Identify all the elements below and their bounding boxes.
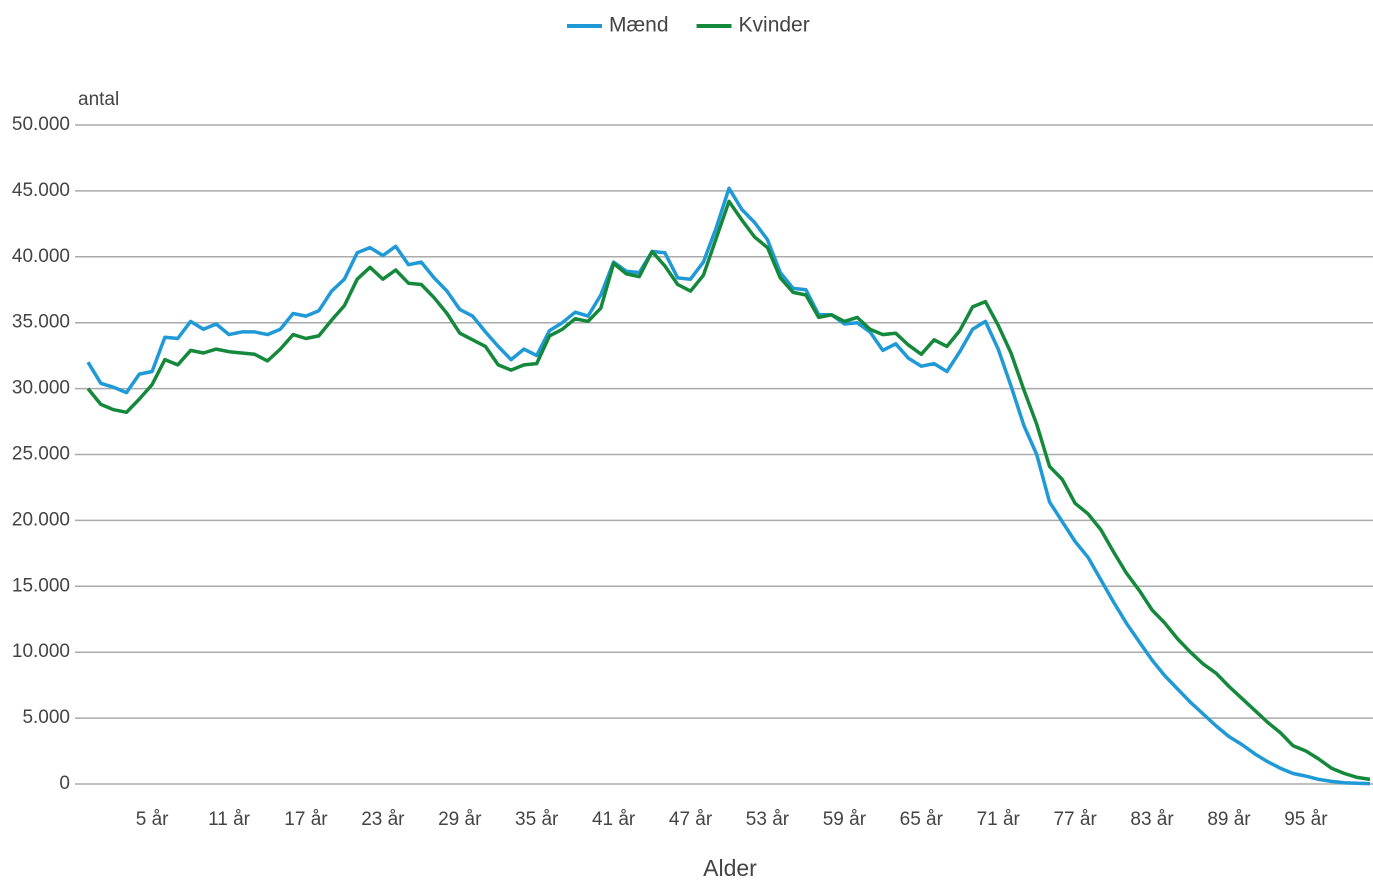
y-tick-label: 5.000	[22, 707, 70, 728]
y-tick-label: 15.000	[12, 575, 70, 596]
legend-label: Mænd	[609, 14, 669, 37]
x-tick-label: 53 år	[746, 809, 790, 830]
y-tick-label: 0	[59, 773, 70, 794]
x-tick-label: 17 år	[284, 809, 328, 830]
x-tick-label: 65 år	[900, 809, 944, 830]
x-tick-label: 83 år	[1130, 809, 1174, 830]
x-tick-label: 29 år	[438, 809, 482, 830]
x-axis-label: Alder	[703, 855, 757, 881]
x-tick-label: 11 år	[208, 809, 251, 830]
x-tick-label: 23 år	[361, 809, 405, 830]
x-tick-label: 59 år	[823, 809, 867, 830]
x-tick-label: 41 år	[592, 809, 636, 830]
x-tick-label: 95 år	[1284, 809, 1328, 830]
x-tick-label: 47 år	[669, 809, 713, 830]
y-axis-label: antal	[78, 89, 119, 110]
data-line	[86, 199, 1371, 782]
x-tick-label: 89 år	[1207, 809, 1251, 830]
y-tick-label: 30.000	[12, 378, 70, 399]
y-tick-label: 20.000	[12, 509, 70, 530]
y-tick-label: 40.000	[12, 246, 70, 267]
x-tick-label: 5 år	[136, 809, 169, 830]
y-tick-label: 25.000	[12, 444, 70, 465]
data-line	[86, 186, 1371, 786]
x-tick-label: 35 år	[515, 809, 559, 830]
y-tick-label: 45.000	[12, 180, 70, 201]
x-tick-label: 77 år	[1053, 809, 1097, 830]
y-tick-label: 50.000	[12, 114, 70, 135]
x-tick-label: 71 år	[977, 809, 1021, 830]
y-tick-label: 10.000	[12, 641, 70, 662]
y-tick-label: 35.000	[12, 312, 70, 333]
legend-label: Kvinder	[739, 14, 810, 37]
